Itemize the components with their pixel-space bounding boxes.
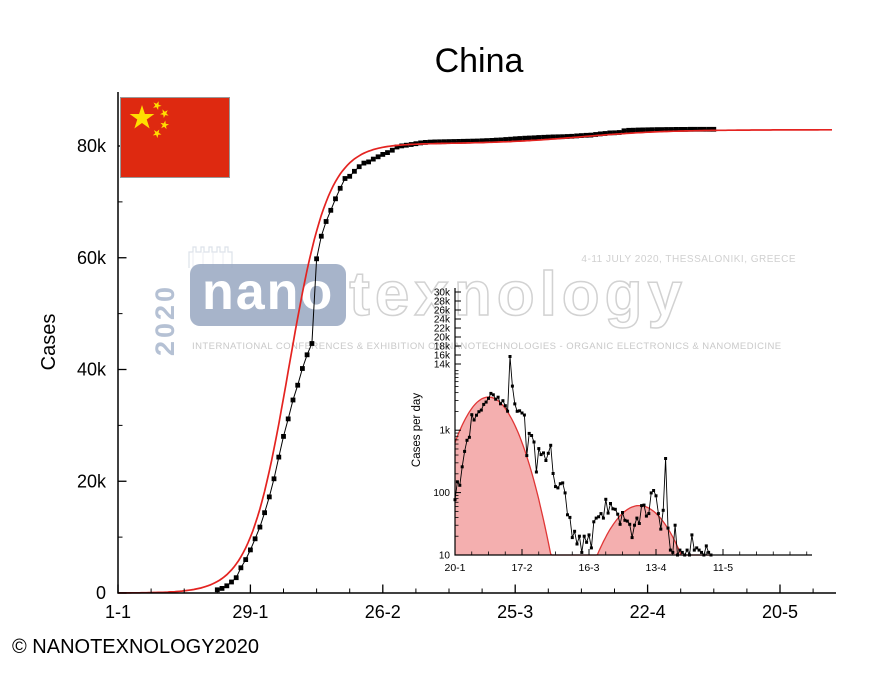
svg-text:40k: 40k — [77, 360, 107, 380]
main-chart: 0 20k 40k 60k 80k 1-1 29-1 26-2 25-3 22-4 20-5 Case… — [38, 92, 836, 622]
svg-text:28k: 28k — [434, 297, 451, 308]
svg-text:16-3: 16-3 — [578, 562, 599, 574]
svg-text:17-2: 17-2 — [511, 562, 532, 574]
main-axes: 0 20k 40k 60k 80k 1-1 29-1 26-2 25-3 22-4 20-5 — [77, 92, 836, 622]
svg-text:22-4: 22-4 — [630, 602, 666, 622]
svg-text:20-5: 20-5 — [762, 602, 798, 622]
inset-y-axis-label: Cases per day — [411, 393, 423, 467]
svg-text:1k: 1k — [439, 426, 451, 437]
svg-text:22k: 22k — [434, 324, 451, 335]
main-fit-curve — [118, 128, 832, 594]
svg-text:25-3: 25-3 — [497, 602, 533, 622]
copyright: © NANOTEXNOLOGY2020 — [12, 636, 260, 658]
svg-text:100: 100 — [433, 488, 450, 499]
watermark-castle-sketch — [188, 246, 233, 268]
china-flag — [120, 97, 230, 178]
svg-text:20k: 20k — [77, 471, 107, 491]
watermark-logo-texnology: texnology — [348, 260, 688, 329]
watermark-date: 4-11 JULY 2020, THESSALONIKI, GREECE — [581, 254, 796, 265]
svg-text:13-4: 13-4 — [645, 562, 666, 574]
chart-title: China — [434, 42, 524, 80]
inset-fit-area — [454, 396, 711, 556]
svg-text:11-5: 11-5 — [713, 562, 733, 574]
svg-text:16k: 16k — [434, 351, 451, 362]
watermark-logo: nano texnology — [190, 260, 688, 329]
svg-text:20k: 20k — [434, 333, 451, 344]
svg-text:29-1: 29-1 — [232, 602, 268, 622]
svg-text:26k: 26k — [434, 306, 451, 317]
svg-text:0: 0 — [96, 583, 106, 603]
main-series-cumulative — [214, 126, 717, 593]
svg-text:20-1: 20-1 — [444, 562, 465, 574]
svg-text:26-2: 26-2 — [365, 602, 401, 622]
main-y-axis-label: Cases — [38, 314, 60, 371]
svg-text:80k: 80k — [77, 136, 107, 156]
svg-text:60k: 60k — [77, 248, 107, 268]
svg-text:24k: 24k — [434, 315, 451, 326]
flag-field — [120, 97, 230, 178]
watermark-logo-nano: nano — [190, 264, 347, 326]
svg-text:1-1: 1-1 — [105, 602, 131, 622]
svg-text:30k: 30k — [434, 288, 451, 299]
watermark-subtitle: INTERNATIONAL CONFERENCES & EXHIBITION O… — [192, 341, 782, 352]
svg-text:18k: 18k — [434, 342, 451, 353]
svg-text:14k: 14k — [434, 360, 451, 371]
svg-text:10: 10 — [439, 551, 451, 562]
